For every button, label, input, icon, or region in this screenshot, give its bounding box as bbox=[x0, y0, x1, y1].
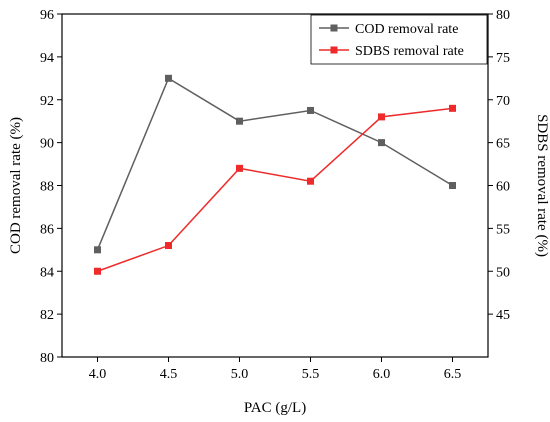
left-y-tick-label: 80 bbox=[40, 351, 54, 366]
right-y-tick-label: 75 bbox=[496, 51, 510, 66]
legend-cod-marker bbox=[330, 24, 338, 32]
x-tick-label: 4.0 bbox=[89, 367, 107, 382]
left-y-tick-label: 84 bbox=[40, 265, 54, 280]
series-1-point bbox=[94, 267, 101, 275]
legend-box bbox=[310, 14, 488, 65]
x-axis-label: PAC (g/L) bbox=[244, 400, 306, 416]
right-y-tick-label: 45 bbox=[496, 308, 510, 323]
right-y-tick-label: 80 bbox=[496, 8, 510, 23]
x-tick-label: 6.5 bbox=[444, 367, 462, 382]
left-y-tick-label: 82 bbox=[40, 308, 54, 323]
series-0-point bbox=[94, 246, 101, 254]
series-0-point bbox=[378, 139, 385, 147]
plot-frame bbox=[61, 13, 489, 358]
legend-sdbs-marker bbox=[330, 46, 338, 54]
right-y-tick-label: 70 bbox=[496, 94, 510, 109]
left-y-tick-label: 96 bbox=[40, 8, 54, 23]
series-layer bbox=[94, 74, 456, 275]
series-1-point bbox=[307, 177, 314, 185]
right-y-tick-label: 60 bbox=[496, 180, 510, 195]
left-y-tick-label: 94 bbox=[40, 51, 54, 66]
legend-cod-label: COD removal rate bbox=[355, 22, 458, 37]
left-y-tick-label: 90 bbox=[40, 137, 54, 152]
series-1-point bbox=[378, 113, 385, 121]
series-0-point bbox=[165, 74, 172, 82]
x-axis-ticks: 4.0 4.5 5.0 5.5 6.0 6.5 bbox=[89, 357, 462, 382]
legend-sdbs-label: SDBS removal rate bbox=[355, 44, 464, 59]
right-y-tick-label: 55 bbox=[496, 222, 510, 237]
series-0-point bbox=[307, 106, 314, 114]
legend: COD removal rate SDBS removal rate bbox=[310, 14, 488, 65]
right-y-axis-ticks: 45 50 55 60 65 70 75 80 bbox=[488, 8, 510, 323]
series-line-1 bbox=[97, 107, 453, 272]
right-y-axis-label: SDBS removal rate (%) bbox=[534, 114, 550, 257]
left-y-tick-label: 88 bbox=[40, 180, 54, 195]
x-tick-label: 4.5 bbox=[160, 367, 178, 382]
x-tick-label: 6.0 bbox=[373, 367, 391, 382]
right-y-tick-label: 65 bbox=[496, 137, 510, 152]
series-0-point bbox=[449, 182, 456, 189]
left-y-tick-label: 92 bbox=[40, 94, 54, 109]
series-0-point bbox=[236, 117, 243, 125]
series-line-0 bbox=[96, 77, 453, 251]
x-tick-label: 5.0 bbox=[231, 367, 249, 382]
series-1-point bbox=[449, 104, 456, 112]
series-1-point bbox=[236, 164, 243, 172]
left-y-axis-ticks: 80 82 84 86 88 90 92 94 96 bbox=[40, 8, 62, 366]
left-y-axis-label: COD removal rate (%) bbox=[8, 117, 24, 254]
x-tick-label: 5.5 bbox=[302, 367, 320, 382]
left-y-tick-label: 86 bbox=[40, 222, 54, 237]
right-y-tick-label: 50 bbox=[496, 265, 510, 280]
series-1-point bbox=[165, 242, 172, 250]
